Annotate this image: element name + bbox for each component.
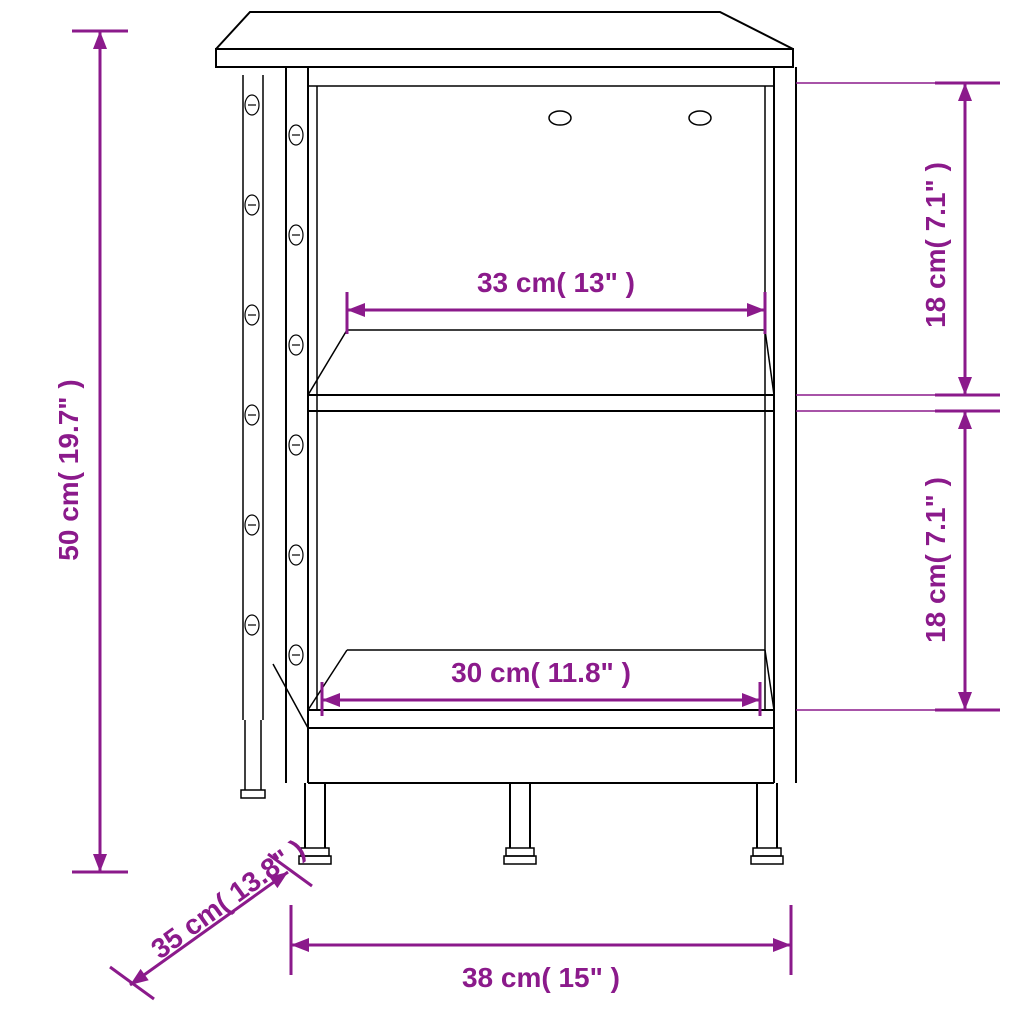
svg-text:50 cm( 19.7" ): 50 cm( 19.7" ) — [53, 379, 84, 560]
dimension-drawing: 50 cm( 19.7" ) 18 cm( 7.1" ) 18 cm( 7.1" )… — [0, 0, 1024, 1024]
svg-text:33 cm( 13" ): 33 cm( 13" ) — [477, 267, 635, 298]
svg-text:30 cm( 11.8" ): 30 cm( 11.8" ) — [451, 657, 631, 688]
svg-text:38 cm( 15" ): 38 cm( 15" ) — [462, 962, 620, 993]
svg-text:18 cm( 7.1" ): 18 cm( 7.1" ) — [920, 477, 951, 643]
svg-text:35 cm( 13.8" ): 35 cm( 13.8" ) — [145, 833, 310, 965]
svg-text:18 cm( 7.1" ): 18 cm( 7.1" ) — [920, 162, 951, 328]
